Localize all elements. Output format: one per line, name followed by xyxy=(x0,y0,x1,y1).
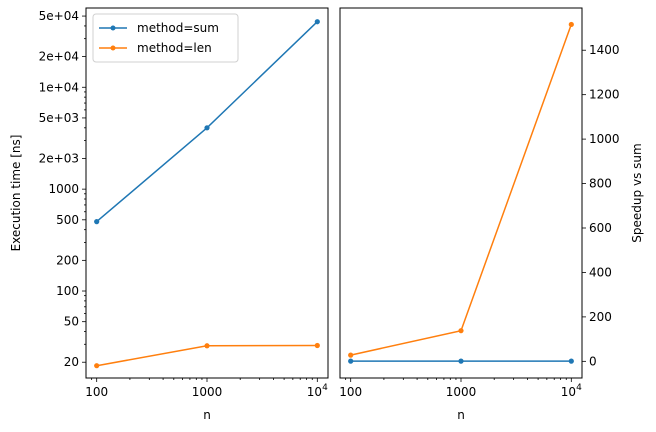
left-series-0-point xyxy=(314,19,320,25)
legend: method=sum method=len xyxy=(92,13,239,63)
right-series-0-point xyxy=(348,358,354,364)
right-series-1-point xyxy=(348,352,354,358)
right-y-tick-label: 400 xyxy=(589,265,612,279)
legend-label-len: method=len xyxy=(137,41,212,55)
right-y-tick-label: 1400 xyxy=(589,43,620,57)
left-series-1-point xyxy=(314,342,320,349)
left-x-axis-label: n xyxy=(203,408,211,422)
right-y-tick-label: 1000 xyxy=(589,132,620,146)
left-x-tick-label: 100 xyxy=(85,385,108,399)
left-y-tick-label: 2e+04 xyxy=(39,50,79,64)
left-series-0-point xyxy=(94,219,100,225)
left-y-axis-label: Execution time [ns] xyxy=(9,135,23,252)
right-y-axis-label: Speedup vs sum xyxy=(630,143,644,242)
left-ticks: 100 1000 104 20 50 100 200 500 1000 2e+03 5e+03 1e+… xyxy=(39,9,328,399)
left-y-tick-label: 200 xyxy=(56,253,79,267)
left-y-tick-label: 20 xyxy=(64,355,79,369)
right-ticks: 100 1000 104 0 200 400 600 800 1000 1200 1400 xyxy=(339,43,619,399)
left-y-tick-label: 5e+04 xyxy=(39,9,79,23)
right-y-tick-label: 600 xyxy=(589,221,612,235)
left-y-tick-label: 100 xyxy=(56,284,79,298)
right-x-axis-label: n xyxy=(457,408,465,422)
left-x-tick-label: 1000 xyxy=(192,385,223,399)
right-plot-area xyxy=(339,7,583,379)
left-series-0-point xyxy=(204,125,210,131)
right-x-tick-label: 100 xyxy=(339,385,362,399)
legend-box xyxy=(92,13,239,63)
left-plot-area xyxy=(85,7,329,379)
right-y-tick-label: 200 xyxy=(589,310,612,324)
left-y-tick-label: 2e+03 xyxy=(39,151,79,165)
right-series-0-point xyxy=(568,358,574,364)
legend-marker-len xyxy=(110,45,116,51)
left-y-tick-label: 1000 xyxy=(48,182,79,196)
right-series-0-point xyxy=(458,358,464,364)
legend-label-sum: method=sum xyxy=(137,21,219,35)
left-y-tick-label: 1e+04 xyxy=(39,80,79,94)
left-series-1-point xyxy=(94,363,100,369)
left-x-tick-label: 104 xyxy=(307,383,328,399)
left-chart: 100 1000 104 20 50 100 200 500 1000 2e+03 5e+03 1e+… xyxy=(9,7,329,422)
right-y-tick-label: 800 xyxy=(589,177,612,191)
left-series-1-point xyxy=(204,343,210,349)
right-series-group xyxy=(348,21,574,364)
left-y-tick-label: 5e+03 xyxy=(39,111,79,125)
right-series-1-point xyxy=(568,21,574,28)
left-y-tick-label: 50 xyxy=(64,315,79,329)
right-y-tick-label: 1200 xyxy=(589,88,620,102)
legend-marker-sum xyxy=(110,25,116,31)
left-series-group xyxy=(94,19,320,369)
right-x-tick-label: 104 xyxy=(561,383,582,399)
right-x-tick-label: 1000 xyxy=(446,385,477,399)
right-chart: 100 1000 104 0 200 400 600 800 1000 1200 1400 n Sp… xyxy=(339,7,644,422)
right-series-1-point xyxy=(458,328,464,334)
left-y-tick-label: 500 xyxy=(56,213,79,227)
right-y-tick-label: 0 xyxy=(589,354,597,368)
